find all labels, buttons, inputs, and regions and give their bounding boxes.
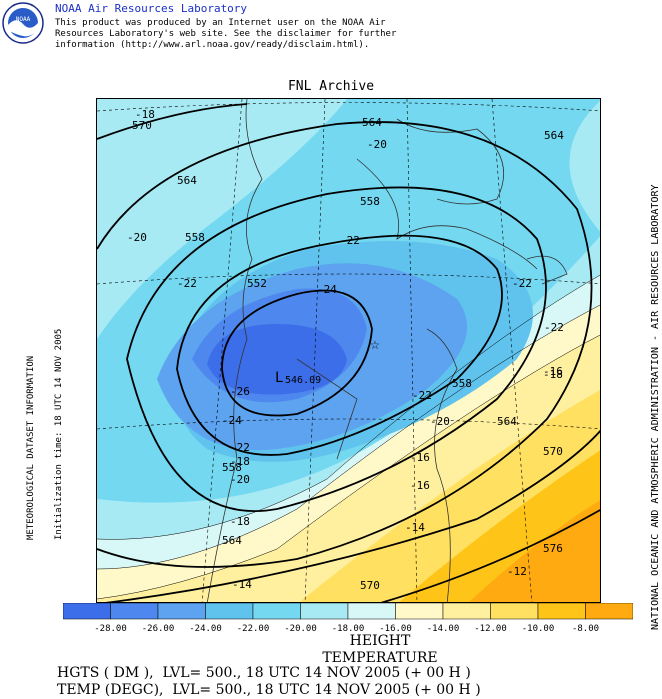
temp-label: -16 — [410, 451, 430, 464]
noaa-logo: NOAA — [2, 2, 44, 44]
colorbar-swatch — [300, 603, 349, 620]
colorbar-swatch — [252, 603, 301, 620]
height-label: 558 — [222, 461, 242, 474]
temp-label: -20 — [127, 231, 147, 244]
height-label: 570 — [132, 119, 152, 132]
colorbar-tick-label: -24.00 — [189, 624, 222, 634]
height-label: 570 — [543, 445, 563, 458]
colorbar-tick-label: -18.00 — [331, 624, 365, 634]
height-label: 570 — [360, 579, 380, 592]
footer-heights-line: HGTS ( DM ), LVL= 500., 18 UTC 14 NOV 20… — [57, 665, 471, 681]
legend-height-label: HEIGHT — [349, 633, 411, 649]
temp-label: -18 — [135, 108, 155, 121]
height-label: 558 — [452, 377, 472, 390]
height-label: 564 — [362, 116, 382, 129]
low-center-value: 546.09 — [285, 375, 321, 386]
colorbar-swatch — [395, 603, 444, 620]
temp-label: -20 — [430, 415, 450, 428]
temp-band-coldest — [207, 324, 347, 395]
colorbar-swatch — [347, 603, 396, 620]
colorbar-tick-label: -22.00 — [236, 624, 270, 634]
colorbar-swatch — [205, 603, 254, 620]
colorbar-swatch — [585, 603, 633, 620]
temp-label: -14 — [405, 521, 425, 534]
temp-label: -22 — [230, 441, 250, 454]
footer-temp-line: TEMP (DEGC), LVL= 500., 18 UTC 14 NOV 20… — [57, 682, 481, 698]
temp-label: -22 — [512, 277, 532, 290]
map-title: FNL Archive — [287, 79, 375, 94]
temp-label: -22 — [544, 321, 564, 334]
temp-label: -18 — [543, 368, 563, 381]
colorbar-tick-label: -28.00 — [94, 624, 127, 634]
logo-text: NOAA — [16, 16, 31, 23]
height-label-group: 564 564 564 558 558 552 558 558 564 564 … — [132, 116, 564, 592]
temp-label: -22 — [177, 277, 197, 290]
height-label: 558 — [185, 231, 205, 244]
disclaimer-line: Resources Laboratory's web site. See the… — [55, 29, 397, 39]
org-title: NOAA Air Resources Laboratory — [55, 2, 248, 15]
temp-label-group: -18 -20 -20 -22 -22 -22 -24 -26 -24 -22 … — [127, 108, 564, 591]
colorbar-swatch — [157, 603, 206, 620]
colorbar-tick-label: -16.00 — [379, 624, 412, 634]
temp-label: -14 — [232, 578, 252, 591]
temp-contours — [97, 274, 600, 600]
legend-temperature-label: TEMPERATURE — [322, 650, 438, 666]
temp-band — [97, 99, 347, 339]
height-label: 552 — [247, 277, 267, 290]
colorbar-swatch — [490, 603, 539, 620]
temp-label: -20 — [230, 473, 250, 486]
star-marker: ☆ — [370, 334, 380, 353]
colorbar-swatch — [442, 603, 491, 620]
height-label: 564 — [544, 129, 564, 142]
height-label: 564 — [497, 415, 517, 428]
temp-label: -18 — [230, 455, 250, 468]
init-time-label: Initialization time: 18 UTC 14 NOV 2005 — [54, 328, 64, 540]
graticule — [97, 99, 600, 602]
temp-label: -24 — [222, 414, 242, 427]
disclaimer-line: information (http://www.arl.noaa.gov/rea… — [55, 40, 370, 50]
temp-label: -16 — [410, 479, 430, 492]
colorbar-tick-label: -20.00 — [284, 624, 317, 634]
colorbar-swatch — [537, 603, 586, 620]
temp-label: -20 — [367, 138, 387, 151]
colorbar-swatch — [63, 603, 111, 620]
temp-label: -24 — [317, 283, 337, 296]
height-label: 558 — [360, 195, 380, 208]
weather-map: ☆ L 546.09 564 564 564 558 558 552 558 5… — [96, 98, 601, 603]
disclaimer-line: This product was produced by an Internet… — [55, 18, 386, 28]
temp-label: -22 — [412, 389, 432, 402]
agency-credit: NATIONAL OCEANIC AND ATMOSPHERIC ADMINIS… — [650, 184, 661, 630]
colorbar-tick-label: -12.00 — [474, 624, 507, 634]
height-label: 564 — [177, 174, 197, 187]
height-label: 576 — [543, 542, 563, 555]
temp-label: -22 — [340, 234, 360, 247]
temperature-colorbar — [63, 603, 633, 620]
temp-label: -26 — [230, 385, 250, 398]
temp-label: -16 — [543, 365, 563, 378]
height-contours — [97, 103, 600, 602]
colorbar-tick-label: -8.00 — [571, 624, 600, 634]
colorbar-tick-label: -26.00 — [141, 624, 175, 634]
low-center-label: L — [275, 370, 283, 386]
height-label: 564 — [222, 534, 242, 547]
colorbar-tick-label: -10.00 — [521, 624, 555, 634]
temp-label: -12 — [507, 565, 527, 578]
temp-label: -18 — [230, 515, 250, 528]
colorbar-tick-label: -14.00 — [426, 624, 460, 634]
dataset-info-label: METEOROLOGICAL DATASET INFORMATION — [26, 355, 36, 540]
colorbar-swatch — [110, 603, 159, 620]
